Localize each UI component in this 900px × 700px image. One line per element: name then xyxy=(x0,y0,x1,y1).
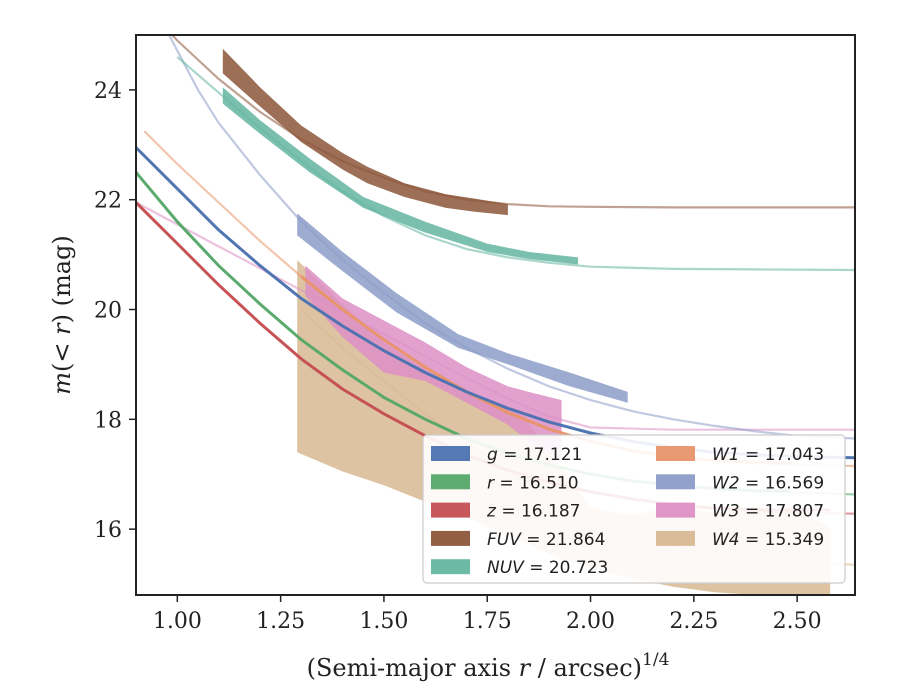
y-tick-label: 16 xyxy=(94,518,122,543)
x-tick-label: 1.50 xyxy=(359,609,408,634)
legend-swatch-fuv xyxy=(431,530,470,546)
legend-label-g: g = 17.121 xyxy=(487,445,582,465)
x-tick-label: 1.00 xyxy=(153,609,202,634)
legend-swatch-w2 xyxy=(656,474,695,490)
plot-frame xyxy=(135,34,856,596)
legend-label-w2: W2 = 16.569 xyxy=(712,473,824,493)
x-tick-label: 2.25 xyxy=(669,609,718,634)
data-band-w3 xyxy=(305,265,562,461)
x-tick-label: 2.50 xyxy=(773,609,822,634)
legend-label-w1: W1 = 17.043 xyxy=(712,445,824,465)
legend-swatch-w1 xyxy=(656,446,695,461)
legend-swatch-r xyxy=(431,474,470,490)
x-axis-label: (Semi-major axis r / arcsec)1/4 xyxy=(307,650,670,682)
legend-label-z: z = 16.187 xyxy=(486,502,580,522)
x-tick-label: 2.00 xyxy=(566,609,615,634)
ticks-layer: 1.00 1.25 1.50 1.75 2.00 2.25 2.50 16 18 20 22 24 xyxy=(94,79,822,634)
legend-swatch-g xyxy=(431,446,470,461)
legend-label-nuv: NUV = 20.723 xyxy=(487,558,608,578)
legend-label-w4: W4 = 15.349 xyxy=(712,530,824,550)
model-curve-w2 xyxy=(168,35,855,440)
legend-label-fuv: FUV = 21.864 xyxy=(487,530,605,550)
y-tick-label: 24 xyxy=(94,79,122,104)
y-tick-label: 22 xyxy=(94,189,122,214)
data-band-w2 xyxy=(297,213,628,403)
x-tick-label: 1.75 xyxy=(463,609,512,634)
y-tick-label: 20 xyxy=(94,299,122,324)
legend-swatch-w4 xyxy=(656,530,695,546)
legend-frame xyxy=(422,434,846,584)
legend-swatch-nuv xyxy=(431,559,470,575)
legend-label-r: r = 16.510 xyxy=(487,473,579,493)
y-tick-label: 18 xyxy=(94,408,122,433)
x-tick-label: 1.25 xyxy=(256,609,305,634)
legend: g = 17.121 r = 16.510 z = 16.187 FUV = 21.8… xyxy=(422,434,846,584)
legend-label-w3: W3 = 17.807 xyxy=(712,502,824,522)
legend-swatch-w3 xyxy=(656,502,695,518)
legend-swatch-z xyxy=(431,502,470,518)
data-band-fuv xyxy=(222,48,508,216)
y-axis-label: m(< r) (mag) xyxy=(48,235,76,395)
